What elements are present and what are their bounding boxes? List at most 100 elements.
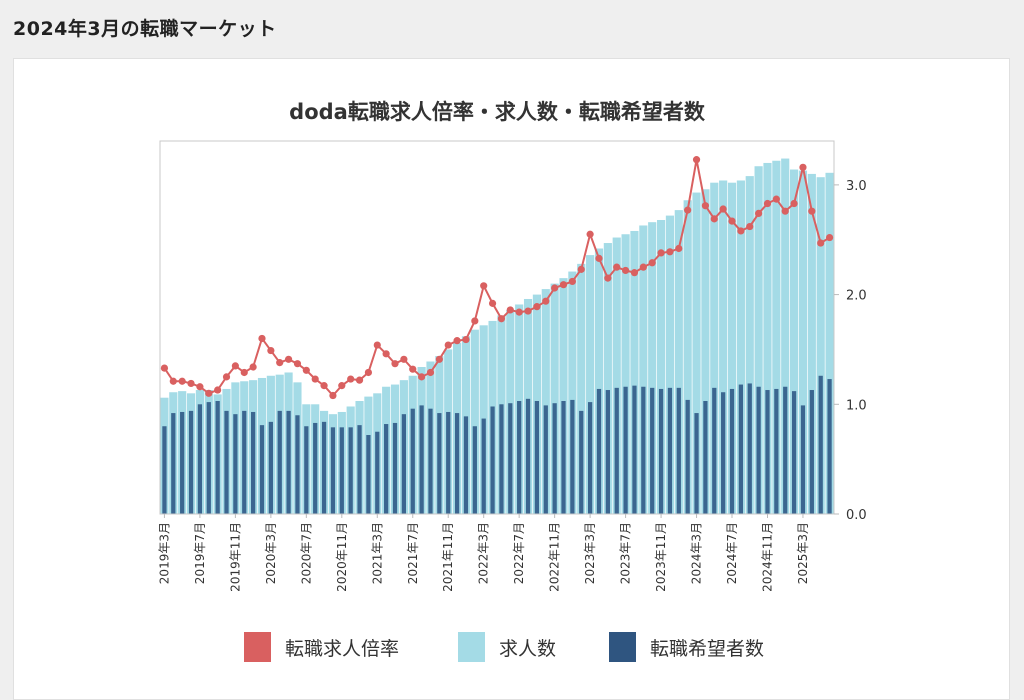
ratio-point (284, 355, 293, 363)
ratio-point (320, 382, 328, 390)
ratio-point (231, 362, 239, 370)
ratio-point (409, 365, 417, 373)
bar-seekers (712, 387, 717, 514)
bar-seekers (729, 388, 735, 514)
ratio-point (249, 363, 257, 371)
legend-swatch-openings (458, 632, 485, 662)
ratio-point (391, 360, 399, 368)
bar-openings (807, 173, 816, 514)
bar-openings (603, 243, 612, 514)
x-tick-label: 2019年7月 (193, 522, 207, 584)
bar-seekers (472, 426, 477, 514)
legend-swatch-seekers (609, 632, 636, 662)
x-tick-label: 2021年7月 (406, 522, 420, 584)
bar-seekers (703, 401, 708, 514)
ratio-point (276, 359, 284, 367)
bar-openings (665, 215, 675, 514)
ratio-point (240, 368, 248, 377)
chart-legend: 転職求人倍率 求人数 転職希望者数 (14, 629, 1009, 669)
bar-seekers (552, 403, 557, 514)
bar-openings (701, 189, 710, 514)
bar-seekers (410, 408, 415, 514)
bar-openings (568, 271, 577, 514)
x-tick-label: 2023年11月 (654, 522, 668, 592)
ratio-point (205, 389, 213, 397)
bar-seekers (490, 406, 495, 514)
legend-label-seekers: 転職希望者数 (650, 637, 765, 660)
ratio-point (258, 334, 266, 343)
bar-seekers (676, 387, 681, 514)
ratio-point (808, 207, 816, 215)
ratio-point (302, 366, 310, 374)
bar-seekers (818, 375, 823, 514)
chart-card: doda転職求人倍率・求人数・転職希望者数 0.0 1.0 2.0 3.0 2019年… (13, 58, 1010, 700)
bar-openings (683, 200, 692, 515)
bar-openings (798, 170, 808, 514)
bar-seekers (508, 403, 513, 514)
x-tick-label: 2020年11月 (335, 522, 349, 592)
bar-seekers (437, 413, 442, 514)
bar-seekers (419, 405, 424, 514)
bar-seekers (800, 405, 806, 514)
ratio-point (222, 373, 231, 381)
bar-openings (825, 172, 834, 514)
bar-openings (727, 182, 737, 514)
ratio-point (533, 303, 541, 311)
x-tick-label: 2023年7月 (619, 522, 633, 584)
bar-seekers (454, 413, 460, 514)
bar-openings (470, 329, 479, 514)
legend-item-seekers[interactable]: 転職希望者数 (609, 629, 764, 665)
bar-seekers (765, 390, 770, 514)
bar-openings (790, 169, 799, 514)
y-tick-label: 3.0 (846, 179, 867, 194)
bar-seekers (259, 425, 265, 514)
x-tick-label: 2019年3月 (157, 522, 171, 584)
bar-seekers (481, 418, 486, 514)
ratio-point (373, 341, 381, 349)
bar-seekers (366, 435, 371, 514)
bar-seekers (375, 431, 380, 514)
legend-item-ratio[interactable]: 転職求人倍率 (244, 629, 399, 665)
bar-seekers (534, 401, 540, 514)
bar-openings (754, 166, 763, 514)
bar-seekers (650, 387, 655, 514)
bar-seekers (339, 427, 344, 514)
ratio-point (382, 350, 390, 358)
bar-seekers (188, 410, 194, 514)
ratio-point (355, 376, 364, 384)
x-tick-label: 2022年3月 (477, 522, 491, 584)
bar-seekers (321, 421, 327, 514)
y-tick-label: 0.0 (846, 508, 867, 523)
y-tick-label: 1.0 (846, 398, 867, 413)
bar-seekers (313, 422, 318, 514)
ratio-point (480, 282, 488, 290)
ratio-point (737, 227, 745, 235)
bar-seekers (499, 404, 504, 514)
bar-seekers (357, 425, 362, 514)
ratio-point (160, 364, 169, 372)
ratio-point (763, 199, 772, 208)
bar-openings (745, 176, 754, 515)
bar-openings (559, 278, 568, 514)
ratio-point (515, 308, 523, 316)
x-tick-label: 2022年11月 (548, 522, 562, 592)
bar-seekers (304, 426, 309, 514)
x-tick-label: 2020年3月 (264, 522, 278, 584)
bar-seekers (694, 413, 699, 514)
x-tick-label: 2024年3月 (690, 522, 704, 584)
ratio-point (746, 222, 754, 231)
x-tick-label: 2021年3月 (370, 522, 384, 584)
bar-seekers (180, 411, 185, 514)
ratio-point (719, 205, 727, 213)
x-tick-label: 2023年3月 (583, 522, 597, 584)
plot-frame (159, 140, 835, 515)
legend-swatch-ratio (244, 632, 271, 662)
bar-seekers (277, 410, 282, 514)
ratio-point (196, 383, 204, 391)
bar-seekers (517, 401, 522, 514)
bar-seekers (446, 411, 451, 514)
bar-seekers (206, 402, 211, 514)
section-heading: 2024年3月の転職マーケット (13, 18, 277, 40)
ratio-point (710, 215, 718, 223)
legend-item-openings[interactable]: 求人数 (458, 629, 556, 665)
